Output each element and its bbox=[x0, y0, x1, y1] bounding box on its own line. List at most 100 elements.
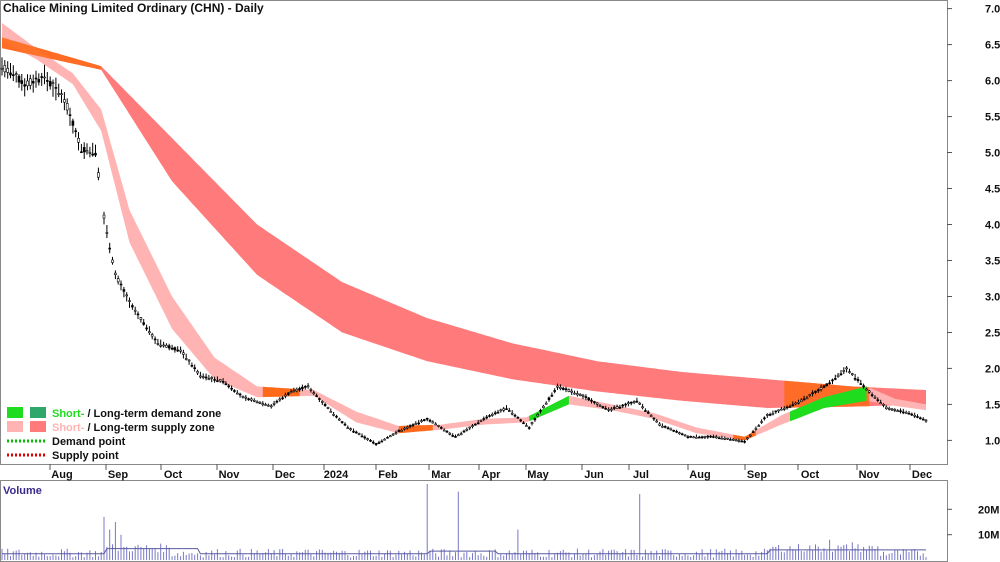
candle-body bbox=[210, 377, 213, 379]
candle-body bbox=[901, 411, 905, 414]
candle-body bbox=[94, 152, 97, 156]
candle-body bbox=[678, 432, 681, 435]
candle-body bbox=[525, 425, 528, 427]
overlap-zone-early bbox=[2, 37, 102, 70]
candle-body bbox=[216, 380, 219, 382]
candle-body bbox=[805, 397, 809, 400]
candle-body bbox=[595, 402, 599, 405]
time-tick-label: Sep bbox=[747, 469, 767, 481]
candle-body bbox=[60, 93, 63, 95]
candle-body bbox=[703, 436, 707, 438]
candle-body bbox=[916, 416, 919, 418]
candle-body bbox=[267, 404, 270, 407]
candle-body bbox=[408, 425, 412, 427]
candle-body bbox=[82, 147, 86, 153]
chart-title: Chalice Mining Limited Ordinary (CHN) - … bbox=[3, 1, 264, 15]
candle-body bbox=[550, 394, 554, 397]
volume-tick-label: 20M bbox=[978, 504, 999, 516]
candle-body bbox=[859, 383, 863, 385]
candle-body bbox=[695, 436, 698, 439]
candle-body bbox=[281, 397, 284, 400]
candle-body bbox=[502, 408, 506, 411]
candle-body bbox=[714, 436, 718, 439]
candle-body bbox=[437, 425, 440, 427]
candle-body bbox=[465, 428, 469, 431]
candle-body bbox=[797, 401, 800, 404]
candle-body bbox=[632, 401, 636, 404]
candle-body bbox=[655, 420, 659, 423]
candle-body bbox=[479, 419, 483, 422]
candle-body bbox=[116, 278, 120, 283]
candle-body bbox=[887, 408, 891, 410]
candle-body bbox=[292, 390, 296, 392]
candle-body bbox=[261, 403, 265, 405]
candle-body bbox=[289, 391, 293, 393]
candle-body bbox=[731, 438, 735, 441]
candle-body bbox=[771, 412, 775, 415]
time-tick-label: Aug bbox=[689, 469, 710, 481]
candle-body bbox=[831, 379, 834, 382]
candle-body bbox=[201, 376, 205, 378]
candle-body bbox=[74, 130, 77, 132]
candle-body bbox=[31, 81, 35, 84]
candle-body bbox=[669, 428, 673, 431]
candle-body bbox=[610, 408, 613, 411]
candle-body bbox=[899, 410, 902, 413]
candle-body bbox=[114, 272, 117, 276]
candle-body bbox=[782, 408, 786, 410]
candle-body bbox=[456, 434, 460, 437]
candle-body bbox=[196, 371, 199, 374]
candle-body bbox=[578, 393, 582, 396]
candle-body bbox=[763, 417, 766, 420]
candle-body bbox=[754, 427, 758, 430]
candle-body bbox=[791, 404, 795, 407]
candle-body bbox=[397, 430, 401, 432]
candle-body bbox=[593, 401, 596, 403]
candle-body bbox=[162, 344, 165, 347]
candle-body bbox=[434, 423, 438, 426]
candle-body bbox=[309, 388, 313, 391]
candle-body bbox=[720, 437, 724, 440]
candle-body bbox=[740, 440, 744, 443]
candle-body bbox=[882, 404, 885, 406]
legend: Short- / Long-term demand zone Short- / … bbox=[7, 407, 221, 462]
candle-body bbox=[737, 440, 741, 442]
candle-body bbox=[822, 385, 826, 388]
candle-body bbox=[519, 419, 523, 422]
candle-body bbox=[547, 397, 551, 401]
legend-long-supply-swatch bbox=[30, 421, 46, 432]
candle-body bbox=[445, 430, 449, 433]
candle-body bbox=[244, 396, 248, 399]
candle-body bbox=[729, 439, 732, 441]
candle-body bbox=[879, 402, 883, 405]
candle-body bbox=[238, 393, 242, 396]
candle-body bbox=[425, 417, 429, 420]
candle-body bbox=[615, 406, 619, 409]
legend-supply-zone-label: Short- / Long-term supply zone bbox=[52, 422, 215, 434]
candle-body bbox=[80, 151, 83, 153]
candle-body bbox=[193, 367, 196, 370]
candle-body bbox=[530, 422, 534, 425]
candle-body bbox=[139, 317, 143, 320]
candle-body bbox=[712, 436, 715, 438]
candle-body bbox=[493, 412, 497, 415]
candle-body bbox=[516, 416, 520, 419]
candle-body bbox=[717, 437, 721, 440]
price-tick-label: 3.0 bbox=[985, 292, 1000, 304]
price-tick-label: 3.5 bbox=[985, 256, 1000, 268]
candle-body bbox=[505, 408, 508, 411]
candle-body bbox=[473, 423, 477, 426]
candle-body bbox=[802, 398, 806, 401]
candle-body bbox=[9, 72, 12, 76]
long-term-supply-zone bbox=[2, 37, 926, 409]
candle-body bbox=[253, 399, 256, 402]
candle-body bbox=[199, 375, 202, 378]
candle-body bbox=[431, 421, 435, 424]
candle-body bbox=[148, 331, 151, 334]
candle-body bbox=[485, 416, 489, 419]
candle-body bbox=[122, 289, 126, 292]
candle-body bbox=[227, 385, 230, 388]
candle-body bbox=[751, 431, 755, 433]
candle-body bbox=[48, 81, 52, 87]
candle-body bbox=[119, 283, 123, 286]
